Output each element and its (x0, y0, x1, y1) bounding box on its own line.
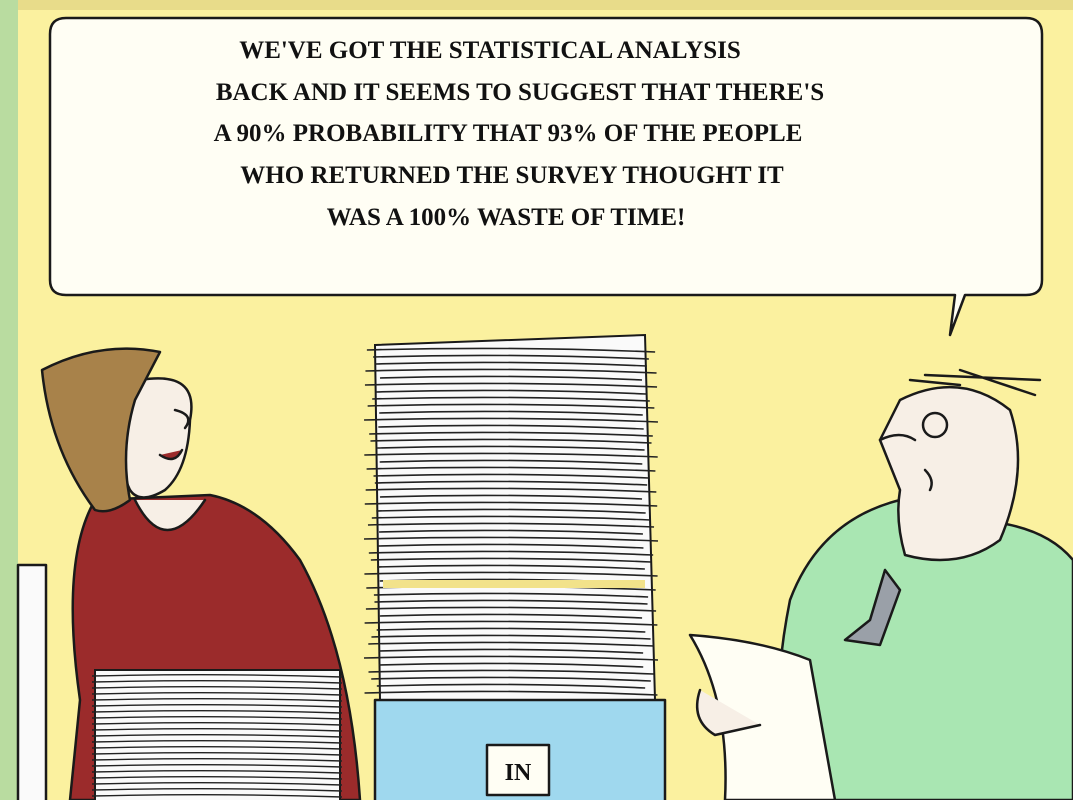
edge-stack (18, 565, 46, 800)
left-border (0, 0, 18, 800)
paper-stack (364, 335, 658, 700)
bubble-line: A 90% PROBABILITY THAT 93% OF THE PEOPLE (214, 120, 803, 147)
cartoon: WE'VE GOT THE STATISTICAL ANALYSIS BACK … (0, 0, 1073, 800)
bubble-line: WAS A 100% WASTE OF TIME! (327, 204, 686, 231)
bubble-line: WE'VE GOT THE STATISTICAL ANALYSIS (239, 37, 741, 64)
stack-band (383, 580, 645, 588)
tray-label: IN (505, 760, 532, 786)
bubble-line: BACK AND IT SEEMS TO SUGGEST THAT THERE'… (216, 79, 824, 106)
woman-papers (92, 670, 342, 800)
page: WE'VE GOT THE STATISTICAL ANALYSIS BACK … (0, 0, 1073, 800)
man-face (880, 387, 1018, 560)
bubble-line: WHO RETURNED THE SURVEY THOUGHT IT (240, 162, 784, 189)
top-edge (18, 0, 1073, 10)
